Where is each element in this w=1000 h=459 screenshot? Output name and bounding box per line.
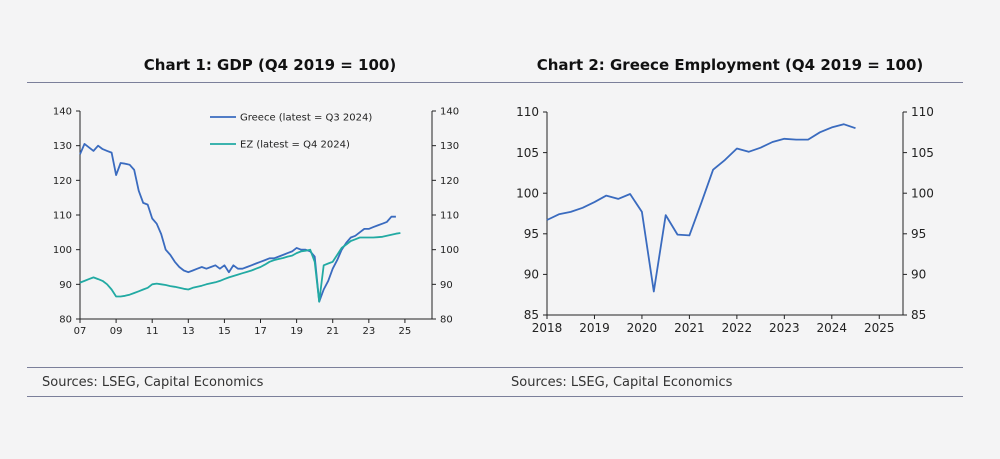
chart-1-title: Chart 1: GDP (Q4 2019 = 100)	[143, 56, 397, 74]
employment-y-tick-label-left: 95	[524, 227, 539, 241]
employment-y-tick-label-right: 95	[911, 227, 926, 241]
employment-x-tick-label: 2021	[674, 321, 705, 335]
gdp-x-tick-label: 25	[399, 326, 412, 337]
gdp-y-tick-label-right: 110	[440, 211, 459, 222]
chart-2-source: Sources: LSEG, Capital Economics	[511, 375, 733, 390]
footer-divider-bottom	[27, 396, 963, 397]
employment-y-tick-label-right: 90	[911, 268, 926, 282]
gdp-series-line-1	[79, 232, 401, 303]
gdp-y-tick-label-right: 140	[440, 107, 459, 118]
gdp-legend-label-1: EZ (latest = Q4 2024)	[240, 140, 350, 151]
gdp-y-tick-label-left: 100	[53, 245, 72, 256]
employment-y-tick-label-right: 100	[911, 186, 934, 200]
gdp-y-tick-label-right: 100	[440, 245, 459, 256]
employment-series-line-0	[546, 123, 856, 293]
header-divider	[27, 82, 963, 83]
gdp-y-tick-label-left: 80	[59, 315, 72, 326]
employment-x-tick-label: 2023	[769, 321, 800, 335]
employment-y-tick-label-left: 100	[516, 186, 539, 200]
gdp-y-tick-label-left: 110	[53, 211, 72, 222]
gdp-y-tick-label-right: 120	[440, 176, 459, 187]
gdp-y-tick-label-left: 90	[59, 280, 72, 291]
gdp-x-tick-label: 17	[254, 326, 267, 337]
footer-divider-top	[27, 367, 963, 368]
gdp-x-tick-label: 07	[74, 326, 87, 337]
gdp-y-tick-label-left: 130	[53, 141, 72, 152]
gdp-x-tick-label: 09	[110, 326, 123, 337]
employment-x-tick-label: 2018	[532, 321, 563, 335]
gdp-x-tick-label: 11	[146, 326, 159, 337]
gdp-x-tick-label: 19	[290, 326, 303, 337]
employment-y-tick-label-left: 105	[516, 146, 539, 160]
employment-y-tick-label-left: 90	[524, 268, 539, 282]
gdp-y-tick-label-right: 130	[440, 141, 459, 152]
employment-y-tick-label-right: 85	[911, 308, 926, 322]
employment-x-tick-label: 2020	[627, 321, 658, 335]
gdp-y-tick-label-right: 80	[440, 315, 453, 326]
gdp-legend-label-0: Greece (latest = Q3 2024)	[240, 113, 372, 124]
employment-x-tick-label: 2025	[864, 321, 895, 335]
employment-x-tick-label: 2019	[579, 321, 610, 335]
chart-2-title: Chart 2: Greece Employment (Q4 2019 = 10…	[536, 56, 924, 74]
employment-y-tick-label-left: 110	[516, 105, 539, 119]
gdp-x-tick-label: 21	[326, 326, 339, 337]
chart-1-source: Sources: LSEG, Capital Economics	[42, 375, 264, 390]
employment-y-tick-label-right: 110	[911, 105, 934, 119]
employment-x-tick-label: 2024	[817, 321, 848, 335]
gdp-y-tick-label-right: 90	[440, 280, 453, 291]
gdp-x-tick-label: 23	[362, 326, 375, 337]
gdp-x-tick-label: 15	[218, 326, 231, 337]
employment-y-tick-label-right: 105	[911, 146, 934, 160]
gdp-y-tick-label-left: 120	[53, 176, 72, 187]
employment-x-tick-label: 2022	[722, 321, 753, 335]
gdp-x-tick-label: 13	[182, 326, 195, 337]
employment-y-tick-label-left: 85	[524, 308, 539, 322]
gdp-y-tick-label-left: 140	[53, 107, 72, 118]
